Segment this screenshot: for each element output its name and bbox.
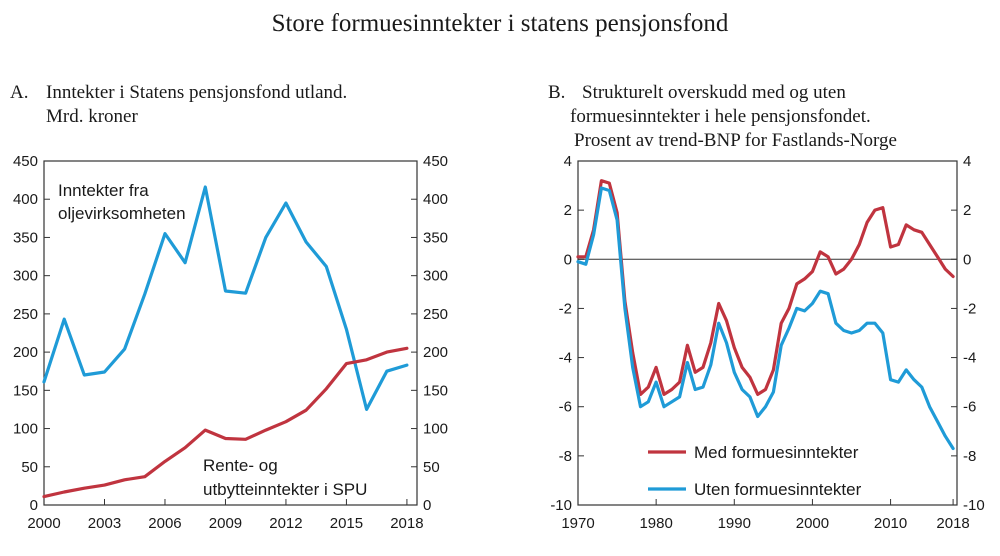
- panel-a-label: A.: [10, 82, 29, 103]
- panel-a-title: A. Inntekter i Statens pensjonsfond utla…: [10, 80, 470, 140]
- y-tick-label-right-a: 350: [423, 229, 448, 246]
- y-tick-label-left-b: -8: [559, 448, 572, 465]
- x-tick-label-b: 1980: [639, 515, 672, 532]
- y-tick-label-right-a: 300: [423, 268, 448, 285]
- x-tick-label-b: 2018: [936, 515, 969, 532]
- y-tick-label-right-a: 250: [423, 306, 448, 323]
- x-tick-label-a: 2012: [269, 515, 302, 532]
- y-tick-label-left-a: 100: [13, 421, 38, 438]
- y-tick-label-right-b: 4: [963, 153, 971, 170]
- label-oil-income-2: oljevirksomheten: [58, 204, 186, 223]
- y-tick-label-left-b: 0: [564, 251, 572, 268]
- panel-b-title-line-2: formuesinntekter i hele pensjonsfondet.: [570, 106, 871, 127]
- y-tick-label-right-b: -6: [963, 399, 976, 416]
- x-tick-label-b: 2000: [796, 515, 829, 532]
- y-tick-label-right-a: 450: [423, 153, 448, 170]
- y-tick-label-left-a: 300: [13, 268, 38, 285]
- y-tick-label-left-a: 400: [13, 191, 38, 208]
- y-tick-label-right-b: 0: [963, 251, 971, 268]
- y-tick-label-right-a: 200: [423, 344, 448, 361]
- y-tick-label-right-b: -8: [963, 448, 976, 465]
- label-interest-dividend-1: Rente- og: [203, 456, 278, 475]
- y-tick-label-left-b: 4: [564, 153, 572, 170]
- x-tick-label-b: 2010: [874, 515, 907, 532]
- panel-b-title-line-1: Strukturelt overskudd med og uten: [582, 82, 846, 103]
- y-tick-label-left-b: -6: [559, 399, 572, 416]
- panel-b-title: B. Strukturelt overskudd med og uten for…: [548, 80, 988, 160]
- y-tick-label-left-b: -4: [559, 350, 572, 367]
- y-tick-label-right-a: 150: [423, 382, 448, 399]
- y-tick-label-right-b: -2: [963, 300, 976, 317]
- y-tick-label-left-a: 350: [13, 229, 38, 246]
- legend-label-uten: Uten formuesinntekter: [694, 480, 862, 499]
- y-tick-label-left-b: 2: [564, 202, 572, 219]
- x-tick-label-b: 1970: [561, 515, 594, 532]
- panel-b-title-line-3: Prosent av trend-BNP for Fastlands-Norge: [574, 130, 897, 151]
- y-tick-label-left-a: 150: [13, 382, 38, 399]
- y-tick-label-right-b: -10: [963, 497, 985, 514]
- x-tick-label-a: 2009: [209, 515, 242, 532]
- x-tick-label-a: 2015: [330, 515, 363, 532]
- plot-frame-b: [577, 160, 958, 506]
- y-tick-label-right-a: 0: [423, 497, 431, 514]
- y-tick-label-left-a: 250: [13, 306, 38, 323]
- x-tick-label-a: 2000: [27, 515, 60, 532]
- y-tick-label-left-b: -10: [550, 497, 572, 514]
- y-tick-label-left-a: 450: [13, 153, 38, 170]
- y-tick-label-right-a: 400: [423, 191, 448, 208]
- y-tick-label-right-b: -4: [963, 350, 976, 367]
- y-tick-label-left-a: 50: [21, 459, 38, 476]
- y-tick-label-right-a: 100: [423, 421, 448, 438]
- series-line-a-0: [42, 185, 409, 411]
- panel-a-title-line-1: Inntekter i Statens pensjonsfond utland.: [46, 82, 348, 103]
- plot-frame-a: [43, 160, 418, 506]
- label-interest-dividend-2: utbytteinntekter i SPU: [203, 480, 367, 499]
- y-tick-label-left-a: 0: [30, 497, 38, 514]
- y-tick-label-right-b: 2: [963, 202, 971, 219]
- x-tick-label-a: 2003: [88, 515, 121, 532]
- legend-label-med: Med formuesinntekter: [694, 443, 859, 462]
- panel-a-title-line-2: Mrd. kroner: [46, 106, 138, 127]
- series-line-a-1: [42, 346, 409, 499]
- series-line-b-1: [576, 186, 955, 451]
- x-tick-label-b: 1990: [718, 515, 751, 532]
- y-tick-label-right-a: 50: [423, 459, 440, 476]
- y-tick-label-left-a: 200: [13, 344, 38, 361]
- x-tick-label-a: 2006: [148, 515, 181, 532]
- label-oil-income-1: Inntekter fra: [58, 181, 149, 200]
- panel-b-label: B.: [548, 82, 566, 103]
- page-title: Store formuesinntekter i statens pensjon…: [271, 10, 729, 37]
- y-tick-label-left-b: -2: [559, 300, 572, 317]
- series-line-b-0: [576, 179, 955, 396]
- x-tick-label-a: 2018: [390, 515, 423, 532]
